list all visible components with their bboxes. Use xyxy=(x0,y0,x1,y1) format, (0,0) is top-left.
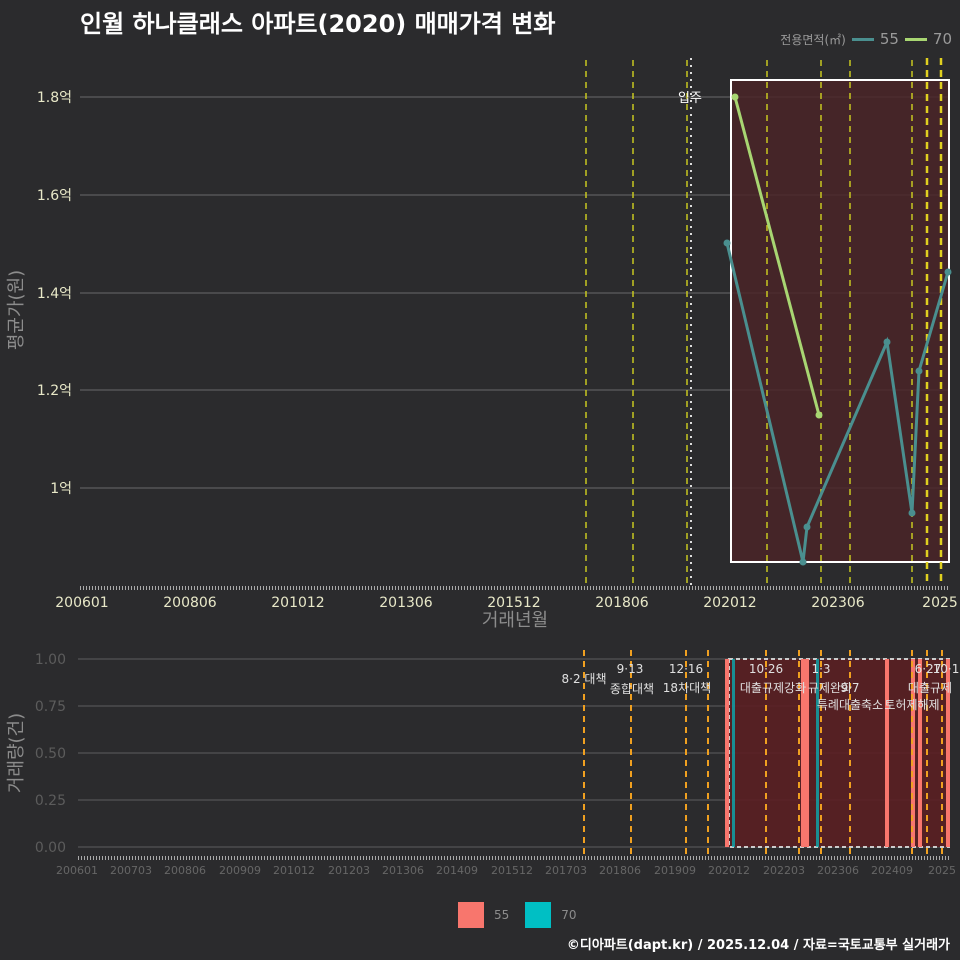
svg-text:1·3: 1·3 xyxy=(811,662,830,676)
page-title: 인월 하나클래스 아파트(2020) 매매가격 변화 xyxy=(80,10,556,38)
svg-text:200806: 200806 xyxy=(163,595,217,611)
svg-text:200909: 200909 xyxy=(219,864,261,877)
svg-text:200703: 200703 xyxy=(110,864,152,877)
svg-text:201703: 201703 xyxy=(545,864,587,877)
svg-text:1.2억: 1.2억 xyxy=(37,383,72,399)
legend-bottom: 55 70 xyxy=(458,902,577,928)
move-in-label: 입주 xyxy=(678,91,702,106)
svg-text:12·16: 12·16 xyxy=(669,662,703,676)
svg-text:1.4억: 1.4억 xyxy=(37,286,72,302)
svg-text:1억: 1억 xyxy=(50,481,72,497)
volume-chart: 9·13 12·16 10·26 1·3 6·27 10·1 8·2 대책 종합… xyxy=(6,650,960,877)
svg-text:201806: 201806 xyxy=(599,864,641,877)
svg-text:18차대책: 18차대책 xyxy=(663,680,711,695)
svg-text:0.50: 0.50 xyxy=(35,746,66,762)
legend-line-70 xyxy=(904,37,927,41)
legend-swatch-70 xyxy=(525,902,552,928)
svg-text:토허제해제: 토허제해제 xyxy=(884,698,939,712)
series-70-points xyxy=(731,93,823,419)
svg-text:202012: 202012 xyxy=(708,864,750,877)
svg-text:2025: 2025 xyxy=(928,864,956,877)
svg-text:201409: 201409 xyxy=(436,864,478,877)
bars-70 xyxy=(732,659,819,847)
svg-text:202306: 202306 xyxy=(817,864,859,877)
svg-text:2025: 2025 xyxy=(922,595,958,611)
svg-text:201806: 201806 xyxy=(595,595,649,611)
svg-text:201012: 201012 xyxy=(271,595,324,611)
legend-title: 전용면적(㎡) xyxy=(780,32,846,47)
svg-text:201306: 201306 xyxy=(379,595,433,611)
svg-text:200806: 200806 xyxy=(164,864,206,877)
svg-text:6·27: 6·27 xyxy=(915,662,942,676)
svg-text:특례대출축소: 특례대출축소 xyxy=(817,698,883,712)
svg-text:1.6억: 1.6억 xyxy=(37,188,72,204)
policy-annotations: 9·13 12·16 10·26 1·3 6·27 10·1 8·2 대책 종합… xyxy=(562,662,960,712)
highlight-box xyxy=(730,79,950,563)
y-axis-title: 평균가(원) xyxy=(6,270,27,350)
x-axis-title: 거래년월 xyxy=(482,610,548,631)
svg-text:1.8억: 1.8억 xyxy=(37,90,72,106)
price-chart: 입주 1.8억 1.6억 1.4억 1.2억 1억 평균가(원) 200601 … xyxy=(6,58,958,631)
legend-label-55: 55 xyxy=(879,30,899,48)
series-55-points xyxy=(723,239,952,566)
svg-text:0.25: 0.25 xyxy=(35,793,66,809)
svg-text:규제완화: 규제완화 xyxy=(808,681,852,695)
svg-text:201909: 201909 xyxy=(654,864,696,877)
svg-text:201512: 201512 xyxy=(491,864,533,877)
svg-text:종합대책: 종합대책 xyxy=(610,681,654,696)
legend-top: 전용면적(㎡) 55 70 xyxy=(780,30,952,48)
svg-text:201512: 201512 xyxy=(487,595,540,611)
svg-text:0.00: 0.00 xyxy=(35,840,66,856)
legend-swatch-55 xyxy=(458,902,484,928)
svg-text:201306: 201306 xyxy=(382,864,424,877)
y-axis-labels: 1.8억 1.6억 1.4억 1.2억 1억 xyxy=(37,90,72,497)
svg-text:대출규제: 대출규제 xyxy=(908,681,952,695)
legend-line-55 xyxy=(851,37,874,41)
source-footer: ©디아파트(dapt.kr) / 2025.12.04 / 자료=국토교통부 실… xyxy=(566,938,950,953)
legend-label-55: 55 xyxy=(494,908,510,922)
svg-text:대출규제강화: 대출규제강화 xyxy=(740,681,806,695)
x-axis-labels: 200601 200703 200806 200909 201012 20120… xyxy=(56,864,956,877)
series-70-line xyxy=(733,96,821,416)
svg-text:201012: 201012 xyxy=(273,864,315,877)
legend-label-70: 70 xyxy=(561,908,577,922)
y-axis-labels: 1.00 0.75 0.50 0.25 0.00 xyxy=(35,652,66,856)
svg-text:200601: 200601 xyxy=(55,595,108,611)
legend-label-70: 70 xyxy=(932,30,952,48)
svg-text:200601: 200601 xyxy=(56,864,98,877)
svg-text:9·13: 9·13 xyxy=(617,662,644,676)
x-axis-labels: 200601 200806 201012 201306 201512 20180… xyxy=(55,595,958,611)
svg-text:202012: 202012 xyxy=(703,595,756,611)
svg-text:0.75: 0.75 xyxy=(35,699,66,715)
svg-text:9·7: 9·7 xyxy=(840,681,859,695)
y-axis-title: 거래량(건) xyxy=(6,713,27,793)
svg-text:10·1: 10·1 xyxy=(933,662,960,676)
svg-text:202203: 202203 xyxy=(763,864,805,877)
svg-text:202306: 202306 xyxy=(811,595,865,611)
svg-text:1.00: 1.00 xyxy=(35,652,66,668)
svg-text:8·2 대책: 8·2 대책 xyxy=(562,671,607,686)
svg-text:201203: 201203 xyxy=(328,864,370,877)
svg-text:10·26: 10·26 xyxy=(749,662,783,676)
svg-text:202409: 202409 xyxy=(871,864,913,877)
